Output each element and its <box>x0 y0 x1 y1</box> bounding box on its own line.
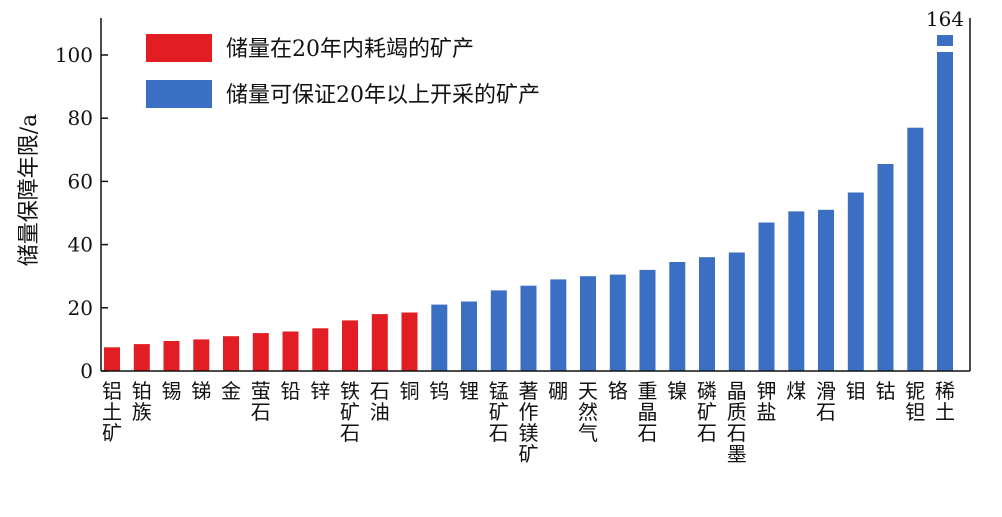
legend-swatch <box>146 80 212 108</box>
legend-label: 储量在20年内耗竭的矿产 <box>226 37 474 62</box>
x-tick-label-铅: 铅 <box>281 379 301 403</box>
x-tick-label-硼: 硼 <box>548 379 568 403</box>
bar-钾盐 <box>758 222 775 371</box>
bar-晶质石墨 <box>728 252 745 371</box>
bar-煤 <box>788 211 805 371</box>
x-tick-label-石油: 石油 <box>370 379 390 424</box>
x-tick-label-重晶石: 重晶石 <box>638 379 658 445</box>
bar-镍 <box>669 262 686 371</box>
category-labels-layer: 铝土矿铂族锡锑金萤石铅锌铁矿石石油铜钨锂锰矿石著作镁矿硼 天然气铬 重晶石镍 磷矿石晶… <box>102 379 955 466</box>
axes-layer <box>100 18 971 372</box>
bars-layer <box>104 35 954 371</box>
x-tick-label-铌钽: 铌钽 <box>905 379 925 424</box>
bar-硼 <box>550 279 567 371</box>
y-tick-label: 20 <box>68 296 93 320</box>
y-tick-label: 100 <box>55 43 93 67</box>
x-tick-label-锰矿石: 锰矿石 <box>489 379 509 445</box>
bar-菱镁矿 <box>520 285 537 371</box>
bar-石油 <box>371 314 388 371</box>
x-tick-label-锂: 锂 <box>459 379 479 403</box>
x-tick-label-稀土: 稀土 <box>935 379 955 424</box>
axis-break-mark <box>936 46 954 52</box>
x-tick-label-煤: 煤 <box>786 379 806 403</box>
legend-label: 储量可保证20年以上开采的矿产 <box>226 83 540 108</box>
x-tick-label-磷矿石: 磷矿石 <box>697 379 717 445</box>
y-tick-label: 60 <box>68 169 93 193</box>
x-tick-label-金: 金 <box>221 379 241 403</box>
x-tick-label-天然气: 天然气 <box>578 379 598 445</box>
bar-钼 <box>847 192 864 371</box>
bar-锌 <box>312 328 329 371</box>
x-tick-label-镍: 镍 <box>667 379 687 403</box>
y-tick-label: 40 <box>68 233 93 257</box>
bar-稀土 <box>937 35 953 371</box>
y-ticks-layer: 0 20 40 60 80 100 <box>55 43 108 383</box>
x-tick-label-铬: 铬 <box>608 379 628 403</box>
bar-天然气 <box>580 276 596 371</box>
x-tick-label-锡: 锡 <box>162 379 182 403</box>
bar-钴 <box>877 164 894 371</box>
x-tick-label-锌: 锌 <box>310 379 330 403</box>
x-tick-label-晶质石墨: 晶质石墨 <box>727 379 747 466</box>
bar-铝土矿 <box>104 347 120 371</box>
bar-锑 <box>193 339 210 371</box>
x-tick-label-铁矿石: 铁矿石 <box>340 379 360 445</box>
x-tick-label-钼: 钼 <box>846 379 866 403</box>
y-tick-label: 80 <box>68 106 93 130</box>
x-tick-label-钨: 钨 <box>429 379 449 403</box>
bar-滑石 <box>818 209 834 371</box>
bar-金 <box>223 336 239 371</box>
y-axis-label: 储量保障年限/a <box>17 114 42 267</box>
bar-萤石 <box>252 333 269 371</box>
x-tick-label-铂族: 铂族 <box>132 379 152 424</box>
x-tick-label-钴: 钴 <box>876 379 896 403</box>
bar-value-label-稀土: 164 <box>926 7 964 31</box>
bar-铬 <box>609 274 626 371</box>
x-tick-label-萤石: 萤石 <box>251 379 271 424</box>
bar-磷矿石 <box>699 257 715 371</box>
bar-铌钽 <box>907 127 924 371</box>
x-tick-label-铜: 铜 <box>400 379 420 403</box>
bar-铅 <box>282 331 299 371</box>
bar-铜 <box>401 312 418 371</box>
bar-钨 <box>431 304 448 371</box>
legend-swatch <box>146 34 212 62</box>
x-tick-label-滑石: 滑石 <box>816 379 836 424</box>
x-tick-label-锑: 锑 <box>191 379 211 403</box>
x-tick-label-铝土矿: 铝土矿 <box>102 379 122 445</box>
bar-锡 <box>163 341 180 371</box>
x-tick-label-钾盐: 钾盐 <box>757 379 777 424</box>
bar-锰矿石 <box>490 290 507 371</box>
bar-重晶石 <box>639 269 656 371</box>
bar-铂族 <box>133 344 150 371</box>
x-tick-label-菱镁矿: 著作镁矿 <box>519 379 539 466</box>
bar-铁矿石 <box>342 320 358 371</box>
y-tick-label: 0 <box>80 359 93 383</box>
bar-锂 <box>461 301 477 371</box>
